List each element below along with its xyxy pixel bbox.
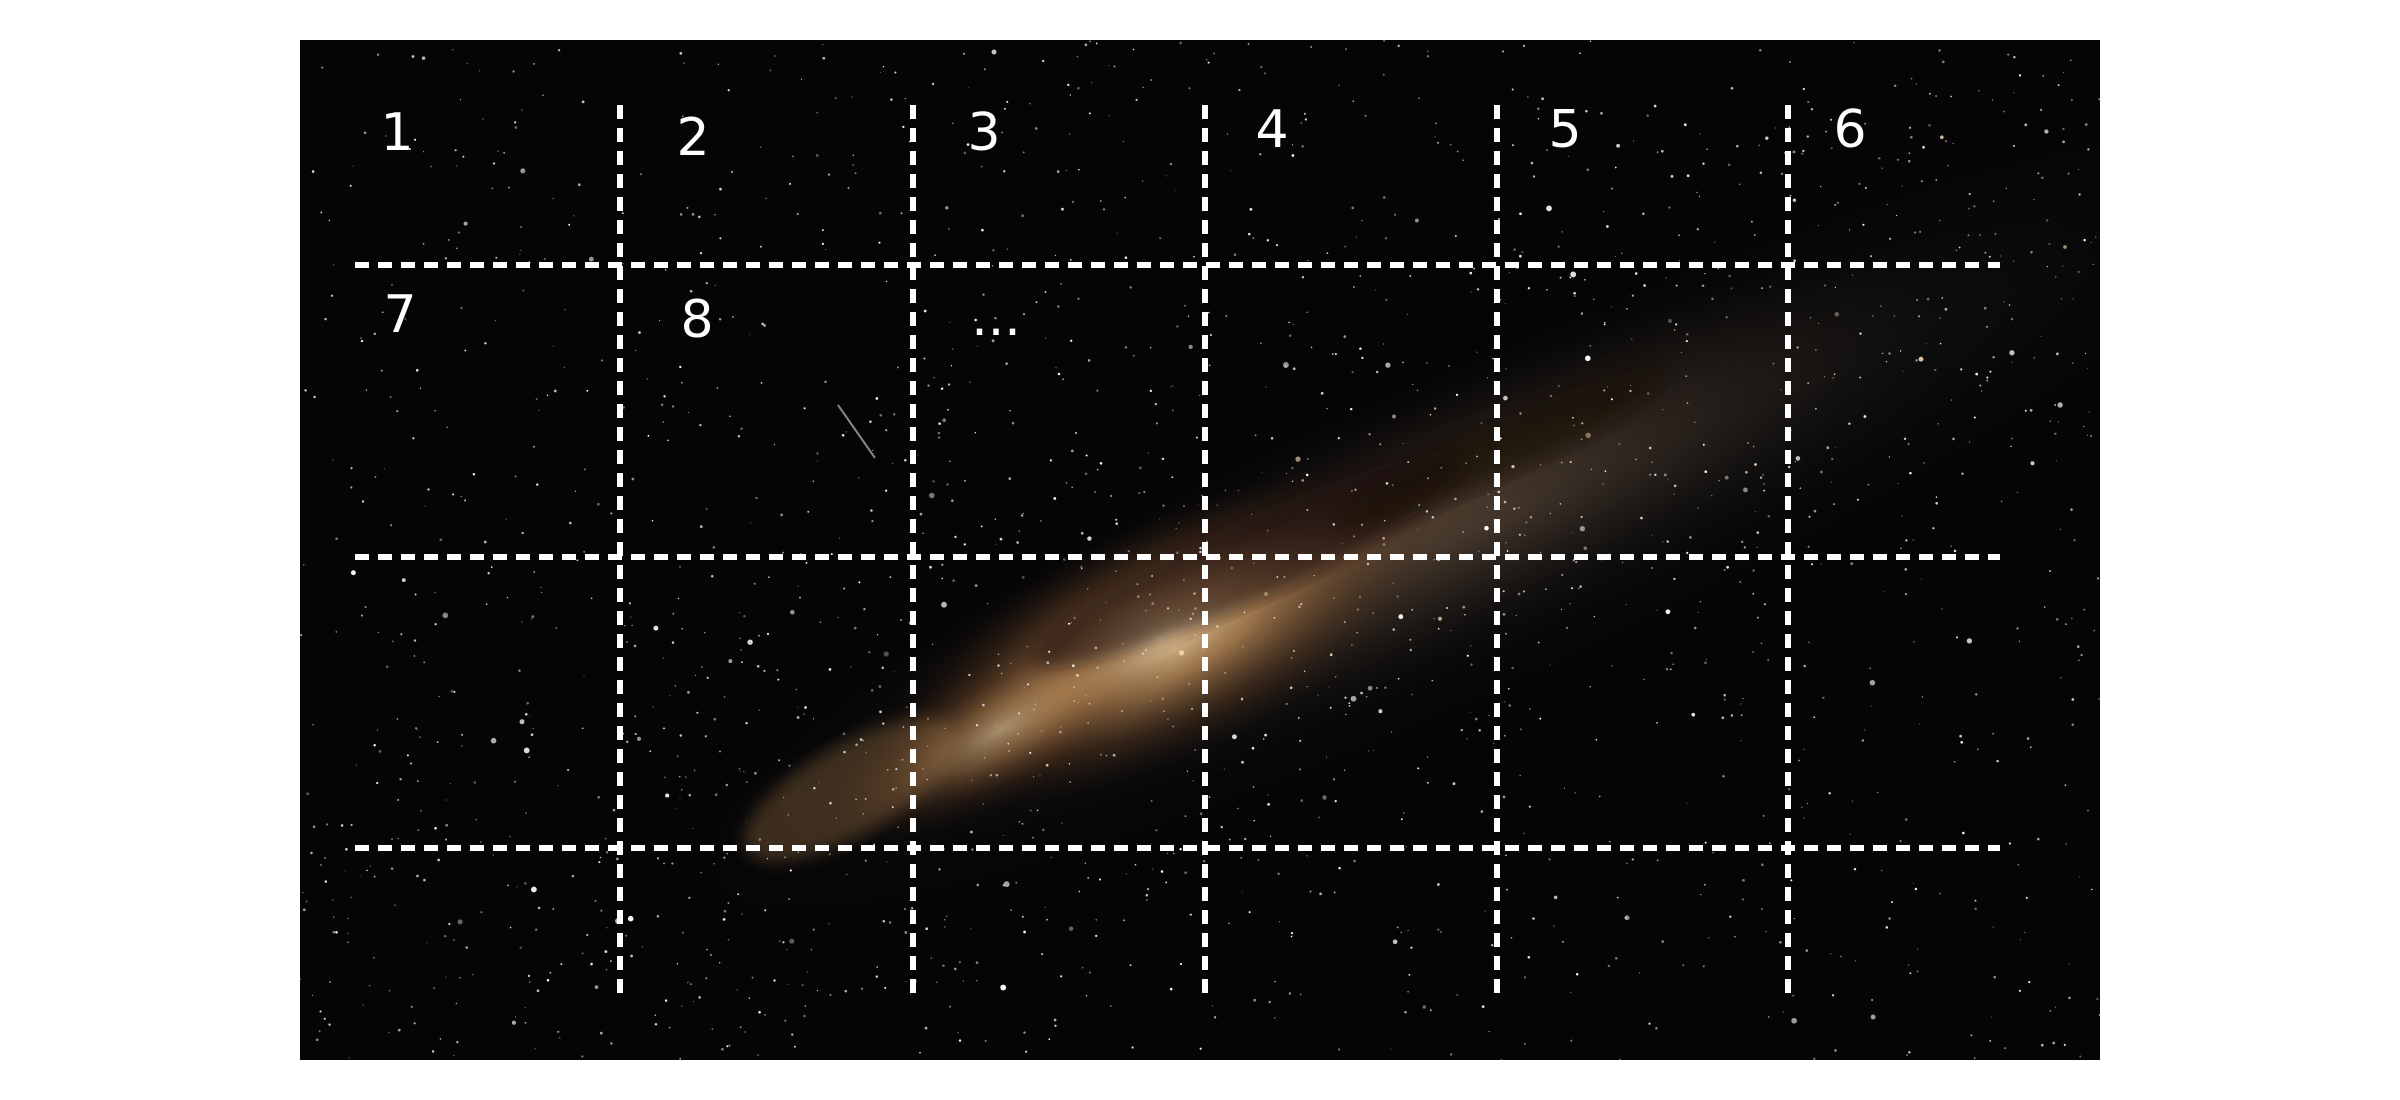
grid-label-2: 2 [676,108,710,168]
grid-label-7: 7 [383,285,417,345]
grid-label-ellipsis: ... [971,288,1021,348]
grid-label-6: 6 [1833,100,1867,160]
meteor-streak [837,404,876,459]
grid-label-3: 3 [967,103,1001,163]
grid-label-5: 5 [1548,100,1582,160]
grid-label-1: 1 [380,103,414,163]
star-field [300,40,2100,1060]
grid-label-8: 8 [680,290,714,350]
grid-overlay [355,105,2000,995]
grid-label-4: 4 [1255,100,1289,160]
